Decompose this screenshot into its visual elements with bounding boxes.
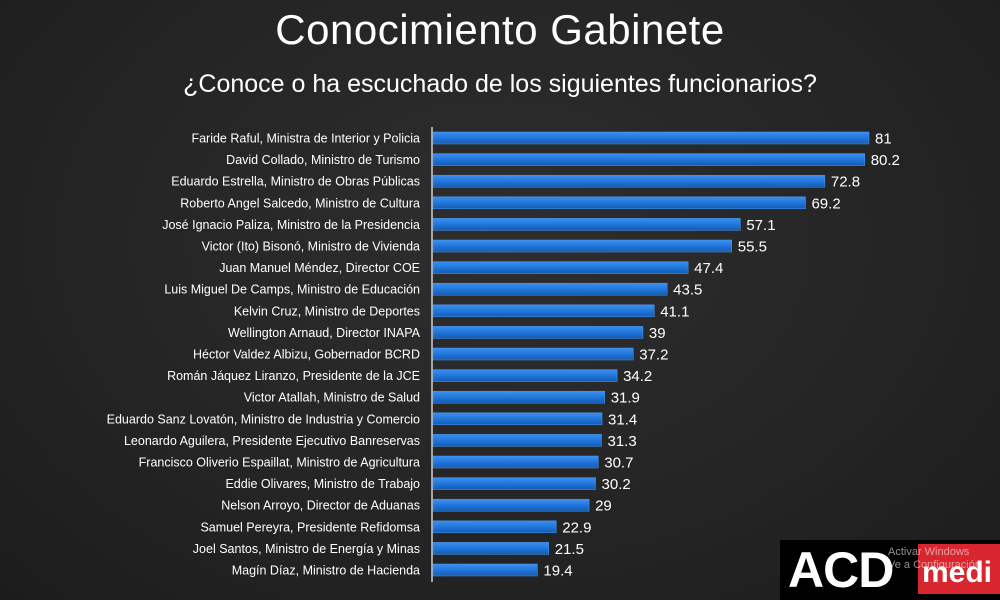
category-label: Luis Miguel De Camps, Ministro de Educac…: [164, 283, 420, 297]
logo-red-block: [918, 544, 1000, 594]
value-label: 22.9: [562, 519, 591, 536]
bar: [432, 412, 603, 426]
category-label: Eduardo Sanz Lovatón, Ministro de Indust…: [107, 412, 420, 426]
category-label: David Collado, Ministro de Turismo: [226, 153, 420, 167]
value-label: 30.7: [604, 455, 633, 472]
value-label: 31.3: [607, 433, 636, 450]
value-label: 55.5: [738, 239, 767, 256]
category-label: Juan Manuel Méndez, Director COE: [219, 261, 420, 275]
chart-subtitle: ¿Conoce o ha escuchado de los siguientes…: [183, 70, 817, 98]
category-label: Nelson Arroyo, Director de Aduanas: [221, 499, 420, 513]
value-label: 29: [595, 498, 612, 515]
logo-text-acd: ACD: [788, 542, 894, 598]
bar: [432, 304, 655, 318]
category-label: Eddie Olivares, Ministro de Trabajo: [225, 477, 420, 491]
category-label: Roberto Angel Salcedo, Ministro de Cultu…: [180, 196, 420, 210]
chart-title: Conocimiento Gabinete: [275, 6, 725, 53]
bar: [432, 455, 599, 469]
value-label: 37.2: [639, 347, 668, 364]
bar: [432, 434, 602, 447]
bar: [432, 477, 596, 490]
category-label: Victor (Ito) Bisonó, Ministro de Viviend…: [202, 240, 420, 254]
value-label: 47.4: [694, 260, 723, 277]
category-label: Román Jáquez Liranzo, Presidente de la J…: [167, 369, 420, 383]
category-label: Joel Santos, Ministro de Energía y Minas: [193, 542, 420, 556]
category-label: Héctor Valdez Albizu, Gobernador BCRD: [193, 348, 420, 362]
value-label: 34.2: [623, 368, 652, 385]
bar: [432, 369, 618, 382]
bar: [432, 563, 538, 577]
value-label: 72.8: [831, 174, 860, 191]
value-label: 21.5: [555, 541, 584, 558]
category-label: José Ignacio Paliza, Ministro de la Pres…: [162, 218, 420, 232]
bar: [432, 174, 826, 188]
logo-text-media: medi: [922, 556, 993, 589]
value-label: 80.2: [871, 152, 900, 169]
value-label: 69.2: [811, 195, 840, 212]
category-label: Victor Atallah, Ministro de Salud: [244, 391, 420, 405]
category-label: Samuel Pereyra, Presidente Refidomsa: [200, 520, 420, 534]
bar: [432, 498, 590, 512]
bar: [432, 282, 668, 296]
category-label: Kelvin Cruz, Ministro de Deportes: [234, 304, 420, 318]
category-label: Leonardo Aguilera, Presidente Ejecutivo …: [124, 434, 420, 448]
bar: [432, 326, 644, 339]
category-label: Francisco Oliverio Espaillat, Ministro d…: [139, 456, 420, 470]
value-label: 30.2: [602, 476, 631, 493]
value-label: 43.5: [673, 282, 702, 299]
bar: [432, 239, 732, 253]
value-label: 19.4: [543, 563, 572, 580]
bar: [432, 261, 689, 274]
value-label: 39: [649, 325, 666, 342]
bar: [432, 520, 557, 534]
value-label: 41.1: [660, 303, 689, 320]
category-label: Wellington Arnaud, Director INAPA: [228, 326, 421, 340]
bar: [432, 347, 634, 361]
value-label: 81: [875, 131, 892, 148]
bar: [432, 542, 549, 555]
category-label: Faride Raful, Ministra de Interior y Pol…: [191, 132, 420, 146]
bar: [432, 218, 741, 231]
bar: [432, 390, 605, 404]
watermark-line-2: Ve a Configuración: [888, 559, 981, 571]
acd-media-logo: ACD medi: [780, 540, 1000, 600]
value-label: 31.9: [611, 390, 640, 407]
bar: [432, 196, 806, 210]
value-label: 31.4: [608, 411, 637, 428]
value-label: 57.1: [746, 217, 775, 234]
bar: [432, 131, 870, 145]
category-label: Magín Díaz, Ministro de Hacienda: [232, 564, 420, 578]
category-label: Eduardo Estrella, Ministro de Obras Públ…: [171, 175, 420, 189]
watermark-line-1: Activar Windows: [888, 546, 970, 558]
bar: [432, 153, 865, 166]
bars-group: Faride Raful, Ministra de Interior y Pol…: [107, 131, 900, 580]
windows-activation-watermark: Activar Windows Ve a Configuración: [888, 546, 981, 572]
